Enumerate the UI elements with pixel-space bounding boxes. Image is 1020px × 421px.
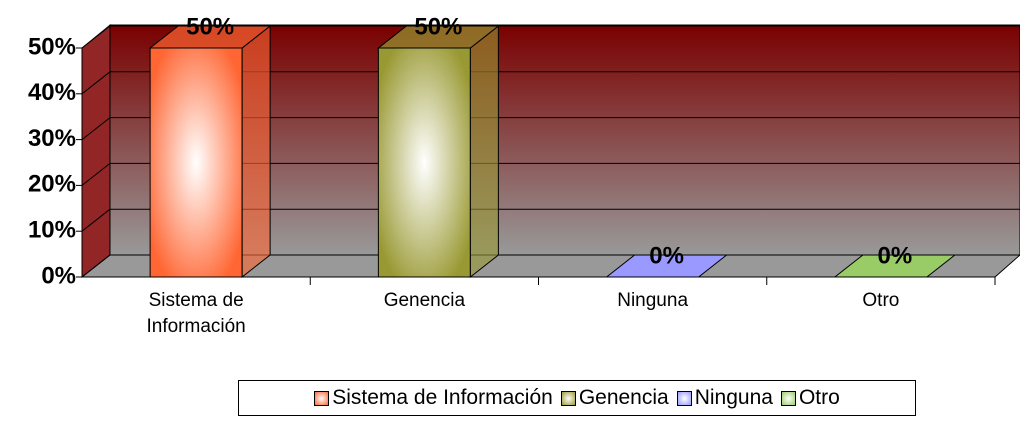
y-tick-label: 0% <box>41 262 76 289</box>
legend-label: Sistema de Información <box>332 386 553 409</box>
x-tick-label: Genencia <box>383 290 466 311</box>
grid-line <box>81 71 111 95</box>
bar-top <box>376 25 500 49</box>
legend-label: Ninguna <box>694 386 773 409</box>
grid-line <box>81 163 111 186</box>
legend-item: Sistema de Información <box>314 386 553 410</box>
legend-item: Otro <box>780 386 840 410</box>
legend-swatch <box>314 390 330 406</box>
bar <box>377 47 471 278</box>
bar <box>605 254 729 278</box>
legend-label: Otro <box>798 386 840 409</box>
bar <box>833 254 957 278</box>
legend: Sistema de Información Genencia Ninguna Otr… <box>238 380 916 416</box>
legend-item: Genencia <box>560 386 669 410</box>
data-label: 50% <box>414 13 462 40</box>
x-tick-label: Sistema de Información <box>146 290 246 337</box>
bar-top <box>148 25 272 49</box>
bar <box>149 47 243 278</box>
legend-label: Genencia <box>578 386 669 409</box>
grid-line <box>81 25 111 49</box>
legend-item: Ninguna <box>676 386 773 410</box>
data-label: 50% <box>186 13 234 40</box>
y-tick-label: 30% <box>28 125 76 152</box>
side-wall <box>81 23 111 279</box>
legend-swatch <box>560 390 576 406</box>
grid-line <box>81 254 111 278</box>
grid-line <box>81 208 111 232</box>
y-tick-label: 40% <box>28 79 76 106</box>
data-label: 0% <box>649 242 684 269</box>
y-tick-label: 50% <box>28 33 76 60</box>
bar-side <box>241 24 271 279</box>
y-tick-label: 20% <box>28 171 76 198</box>
legend-swatch <box>780 390 796 406</box>
grid-line <box>81 117 111 140</box>
legend-swatch <box>676 390 692 406</box>
bar-side <box>469 24 499 279</box>
y-tick-label: 10% <box>28 217 76 244</box>
x-tick-label: Ninguna <box>617 290 689 311</box>
data-label: 0% <box>878 242 913 269</box>
x-tick-label: Otro <box>862 290 900 311</box>
